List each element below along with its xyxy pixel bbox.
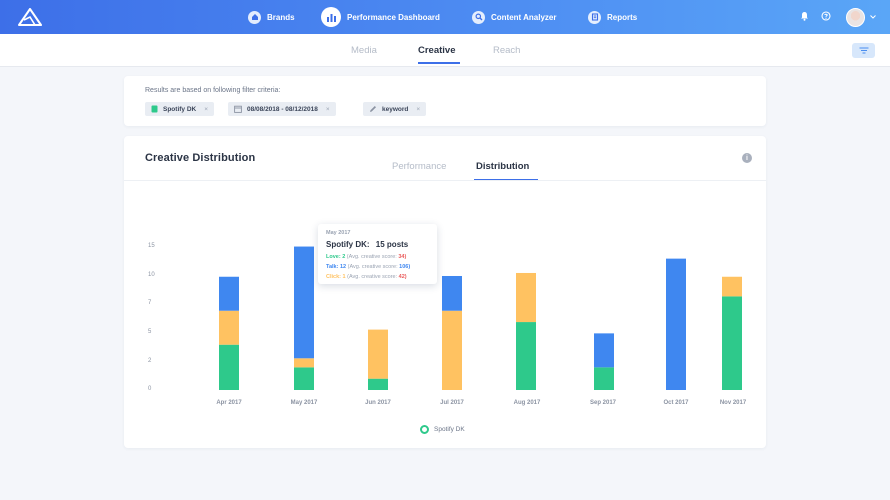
chart-tooltip: May 2017 Spotify DK: 15 posts Love: 2 (A…: [318, 224, 437, 284]
info-icon[interactable]: i: [742, 153, 752, 163]
bar-segment-love[interactable]: [368, 378, 388, 390]
tooltip-talk-label: Talk: 12: [326, 264, 347, 270]
remove-chip-icon[interactable]: ×: [204, 105, 209, 113]
nav-brands-label: Brands: [267, 12, 295, 22]
tooltip-date: May 2017: [326, 230, 351, 236]
tooltip-talk-score: 106): [399, 264, 411, 270]
search-icon: [472, 10, 485, 24]
remove-chip-icon[interactable]: ×: [325, 105, 330, 113]
bar-segment-click[interactable]: [722, 276, 742, 297]
x-tick-label: Jun 2017: [365, 400, 391, 406]
bar-segment-talk[interactable]: [666, 258, 686, 390]
tooltip-click-score: 42): [398, 274, 407, 280]
x-tick-label: Oct 2017: [663, 400, 689, 406]
bell-icon[interactable]: [799, 10, 809, 22]
tooltip-love-line: Love: 2 (Avg. creative score: 34): [326, 254, 406, 260]
tooltip-love-avg: (Avg. creative score:: [346, 254, 397, 260]
legend-label: Spotify DK: [434, 426, 465, 433]
help-icon[interactable]: [820, 10, 831, 22]
y-tick-label: 7: [148, 300, 152, 306]
filter-criteria-card: [124, 76, 766, 126]
pencil-icon: [369, 105, 377, 113]
sub-navigation: [0, 34, 890, 67]
tooltip-love-label: Love: 2: [326, 254, 346, 260]
tooltip-love-score: 34): [398, 254, 407, 260]
x-tick-label: Apr 2017: [216, 400, 242, 406]
bar-segment-talk[interactable]: [294, 246, 314, 359]
filter-button[interactable]: [852, 43, 875, 58]
calendar-icon: [234, 105, 242, 113]
tooltip-posts: 15 posts: [375, 240, 409, 249]
nav-reports-label: Reports: [607, 12, 638, 22]
app-logo[interactable]: [18, 8, 42, 26]
bar-segment-love[interactable]: [219, 344, 239, 390]
tab-media[interactable]: Media: [351, 45, 377, 56]
active-tab-indicator: [418, 62, 460, 64]
report-icon: [588, 10, 601, 24]
x-tick-label: May 2017: [290, 400, 318, 406]
bar-segment-click[interactable]: [294, 358, 314, 368]
y-tick-label: 10: [148, 272, 155, 278]
bar-segment-love[interactable]: [516, 322, 536, 390]
bar-segment-love[interactable]: [294, 367, 314, 390]
tooltip-talk-avg: (Avg. creative score:: [347, 264, 398, 270]
card-title: Creative Distribution: [145, 152, 256, 164]
y-tick-label: 15: [148, 243, 155, 249]
tooltip-talk-line: Talk: 12 (Avg. creative score: 106): [326, 264, 410, 270]
remove-chip-icon[interactable]: ×: [416, 105, 421, 113]
tab-distribution[interactable]: Distribution: [476, 161, 530, 172]
nav-brands[interactable]: Brands: [248, 0, 295, 34]
x-tick-label: Sep 2017: [589, 400, 617, 406]
tooltip-brand: Spotify DK:: [326, 240, 370, 249]
bar-segment-talk[interactable]: [594, 333, 614, 368]
bar-segment-click[interactable]: [219, 310, 239, 345]
filter-chip-date[interactable]: 08/08/2018 - 08/12/2018 ×: [228, 102, 336, 116]
tab-performance[interactable]: Performance: [392, 161, 447, 172]
nav-performance-dashboard-label: Performance Dashboard: [347, 12, 440, 22]
tooltip-click-avg: (Avg. creative score:: [347, 274, 398, 280]
x-tick-label: Nov 2017: [719, 400, 747, 406]
home-icon: [248, 10, 261, 24]
nav-content-analyzer[interactable]: Content Analyzer: [472, 0, 557, 34]
nav-reports[interactable]: Reports: [588, 0, 637, 34]
x-tick-label: Aug 2017: [513, 400, 541, 406]
dashboard-icon: [321, 7, 341, 27]
card-divider: [124, 180, 766, 181]
page-icon: [151, 105, 158, 113]
chevron-down-icon[interactable]: [869, 13, 877, 21]
filter-chip-keyword[interactable]: keyword ×: [363, 102, 427, 116]
chart-legend[interactable]: Spotify DK: [420, 425, 465, 434]
filter-chip-brand-label: Spotify DK: [163, 105, 197, 113]
nav-content-analyzer-label: Content Analyzer: [491, 12, 557, 22]
filter-chip-keyword-label: keyword: [382, 105, 409, 113]
y-tick-label: 2: [148, 358, 152, 364]
legend-marker: [420, 425, 429, 434]
y-tick-label: 5: [148, 329, 152, 335]
tab-reach[interactable]: Reach: [493, 45, 521, 56]
y-tick-label: 0: [148, 386, 152, 392]
tooltip-click-label: Click: 1: [326, 274, 346, 280]
bar-segment-click[interactable]: [516, 272, 536, 323]
bar-segment-click[interactable]: [442, 310, 462, 390]
avatar[interactable]: [846, 8, 865, 27]
tooltip-click-line: Click: 1 (Avg. creative score: 42): [326, 274, 407, 280]
bar-segment-talk[interactable]: [442, 275, 462, 311]
bar-segment-click[interactable]: [368, 329, 388, 379]
top-navigation-bar: Brands Performance Dashboard Content Ana…: [0, 0, 890, 34]
filter-criteria-text: Results are based on following filter cr…: [145, 87, 281, 94]
bar-segment-love[interactable]: [594, 367, 614, 390]
filter-chip-date-label: 08/08/2018 - 08/12/2018: [247, 105, 318, 113]
x-tick-label: Jul 2017: [440, 400, 464, 406]
filter-icon: [859, 47, 868, 54]
bar-segment-talk[interactable]: [219, 276, 239, 311]
tab-creative[interactable]: Creative: [418, 45, 456, 56]
nav-performance-dashboard[interactable]: Performance Dashboard: [321, 0, 440, 34]
bar-segment-love[interactable]: [722, 296, 742, 390]
filter-chip-brand[interactable]: Spotify DK ×: [145, 102, 215, 116]
tooltip-title: Spotify DK: 15 posts: [326, 240, 408, 249]
